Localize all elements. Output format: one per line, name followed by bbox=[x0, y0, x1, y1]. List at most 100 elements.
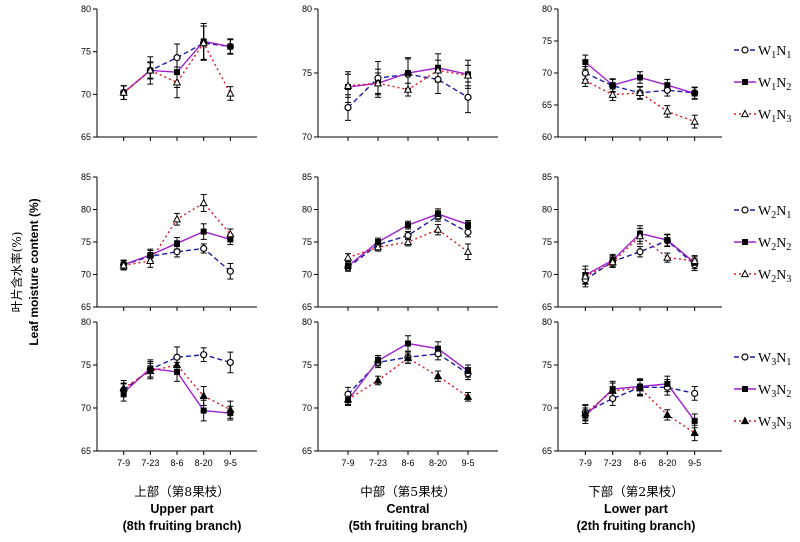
x-tick-label: 8-20 bbox=[658, 458, 676, 468]
data-point-W3N1 bbox=[691, 389, 699, 397]
data-point-W1N3 bbox=[403, 84, 413, 93]
y-tick-label: 65 bbox=[81, 132, 91, 142]
legend-marker bbox=[741, 46, 749, 54]
data-point-W3N2 bbox=[664, 380, 671, 387]
data-point-W1N3 bbox=[199, 38, 208, 47]
legend-label: W3N3 bbox=[758, 415, 791, 432]
legend-marker bbox=[741, 206, 749, 214]
data-point-W3N3 bbox=[172, 360, 182, 369]
legend-marker bbox=[740, 416, 750, 425]
x-tick-label: 8-6 bbox=[633, 458, 646, 468]
data-point-W1N2 bbox=[582, 59, 589, 66]
series-line-W1N3 bbox=[123, 41, 231, 94]
y-tick-label: 80 bbox=[542, 317, 552, 327]
x-tick-label: 7-23 bbox=[141, 458, 159, 468]
y-tick-label: 85 bbox=[542, 172, 552, 182]
data-point-W3N1 bbox=[434, 350, 442, 358]
data-point-W3N2 bbox=[405, 340, 411, 347]
panel-r2-c2: 65 70 75 80 85 bbox=[302, 172, 498, 312]
data-point-W1N3 bbox=[608, 90, 617, 98]
series-line-W3N3 bbox=[347, 357, 469, 400]
x-tick-label: 8-20 bbox=[195, 458, 213, 468]
y-tick-label: 70 bbox=[81, 403, 91, 413]
data-point-W1N3 bbox=[172, 77, 182, 86]
column-labels: 上部（第8果枝） Upper part (8th fruiting branch) 中… bbox=[123, 484, 696, 533]
legend-marker bbox=[740, 109, 750, 118]
data-point-W1N2 bbox=[405, 70, 411, 76]
panel-r1-c3: 60 65 70 75 80 bbox=[542, 4, 722, 142]
legend-label: W1N1 bbox=[758, 44, 791, 61]
data-point-W2N3 bbox=[403, 237, 413, 246]
legend-label: W2N1 bbox=[758, 204, 791, 221]
legend-entry: W2N2 bbox=[734, 236, 791, 253]
data-point-W1N2 bbox=[609, 82, 616, 89]
data-point-W1N3 bbox=[119, 87, 128, 96]
y-tick-label: 70 bbox=[542, 270, 552, 280]
y-tick-label: 75 bbox=[302, 68, 312, 78]
data-point-W3N3 bbox=[119, 383, 128, 392]
column-label-en-sub: (5th fruiting branch) bbox=[349, 519, 468, 533]
data-point-W2N3 bbox=[343, 252, 353, 261]
data-point-W1N3 bbox=[433, 65, 443, 74]
panel-r1-c1: 65 70 75 80 bbox=[81, 4, 257, 142]
data-point-W3N1 bbox=[226, 358, 234, 367]
x-tick-label: 7-23 bbox=[369, 458, 387, 468]
y-tick-label: 75 bbox=[81, 237, 91, 247]
y-tick-label: 75 bbox=[302, 237, 312, 247]
data-point-W3N2 bbox=[227, 410, 234, 417]
data-point-W3N3 bbox=[690, 428, 699, 437]
y-tick-label: 60 bbox=[542, 132, 552, 142]
column-label-en-sub: (2th fruiting branch) bbox=[577, 519, 696, 533]
panel-r2-c1: 65 70 75 80 85 bbox=[81, 172, 257, 312]
legend-label: W2N3 bbox=[758, 268, 791, 285]
data-point-W2N2 bbox=[147, 252, 154, 258]
y-tick-label: 70 bbox=[302, 270, 312, 280]
data-point-W3N1 bbox=[609, 394, 617, 403]
column-label-en: Central bbox=[386, 502, 429, 516]
legend-row-3: W3N1 W3N2 W3N3 bbox=[734, 351, 791, 432]
legends-group: W1N1 W1N2 W1N3 W2N1 W2N2 W2N3 W3N1 W3N2 W3N3 bbox=[734, 44, 791, 432]
x-tick-label: 9-5 bbox=[224, 458, 237, 468]
y-tick-label: 80 bbox=[302, 4, 312, 14]
x-tick-label: 7-9 bbox=[579, 458, 592, 468]
y-tick-label: 65 bbox=[81, 446, 91, 456]
panels-group: 65 70 75 80 70 75 80 60 65 70 75 80 65 70 75 80 85 65 70 75… bbox=[81, 4, 722, 468]
legend-row-2: W2N1 W2N2 W2N3 bbox=[734, 204, 791, 285]
data-point-W2N1 bbox=[226, 267, 234, 275]
series-line-W2N1 bbox=[347, 215, 469, 268]
legend-label: W1N3 bbox=[758, 108, 791, 125]
data-point-W2N3 bbox=[463, 247, 473, 255]
legend-marker bbox=[741, 353, 749, 361]
legend-entry: W1N3 bbox=[734, 108, 791, 125]
series-line-W2N3 bbox=[585, 235, 695, 278]
data-point-W3N3 bbox=[433, 371, 443, 380]
y-tick-label: 80 bbox=[302, 317, 312, 327]
data-point-W1N2 bbox=[174, 69, 180, 76]
y-tick-label: 80 bbox=[81, 317, 91, 327]
series-line-W1N3 bbox=[585, 80, 695, 123]
y-tick-label: 65 bbox=[542, 446, 552, 456]
y-tick-label: 80 bbox=[302, 205, 312, 215]
y-tick-label: 75 bbox=[542, 36, 552, 46]
y-tick-label: 80 bbox=[542, 4, 552, 14]
data-point-W1N3 bbox=[635, 88, 645, 96]
column-label-zh: 下部（第2果枝） bbox=[588, 484, 683, 499]
legend-marker bbox=[742, 239, 748, 245]
data-point-W1N1 bbox=[581, 69, 589, 77]
data-point-W1N1 bbox=[434, 75, 442, 84]
y-tick-label: 85 bbox=[81, 172, 91, 182]
data-point-W2N3 bbox=[581, 271, 590, 280]
data-point-W2N2 bbox=[227, 236, 234, 243]
data-point-W1N2 bbox=[664, 82, 671, 89]
data-point-W3N2 bbox=[691, 417, 698, 424]
data-point-W3N3 bbox=[463, 392, 473, 400]
data-point-W2N2 bbox=[664, 237, 671, 244]
data-point-W3N2 bbox=[435, 345, 441, 352]
column-label-en: Lower part bbox=[604, 502, 669, 516]
data-point-W3N2 bbox=[465, 368, 471, 375]
data-point-W2N2 bbox=[345, 263, 351, 270]
data-point-W2N3 bbox=[172, 214, 182, 223]
y-tick-label: 70 bbox=[81, 270, 91, 280]
y-title-en: Leaf moisture content (%) bbox=[27, 198, 41, 345]
